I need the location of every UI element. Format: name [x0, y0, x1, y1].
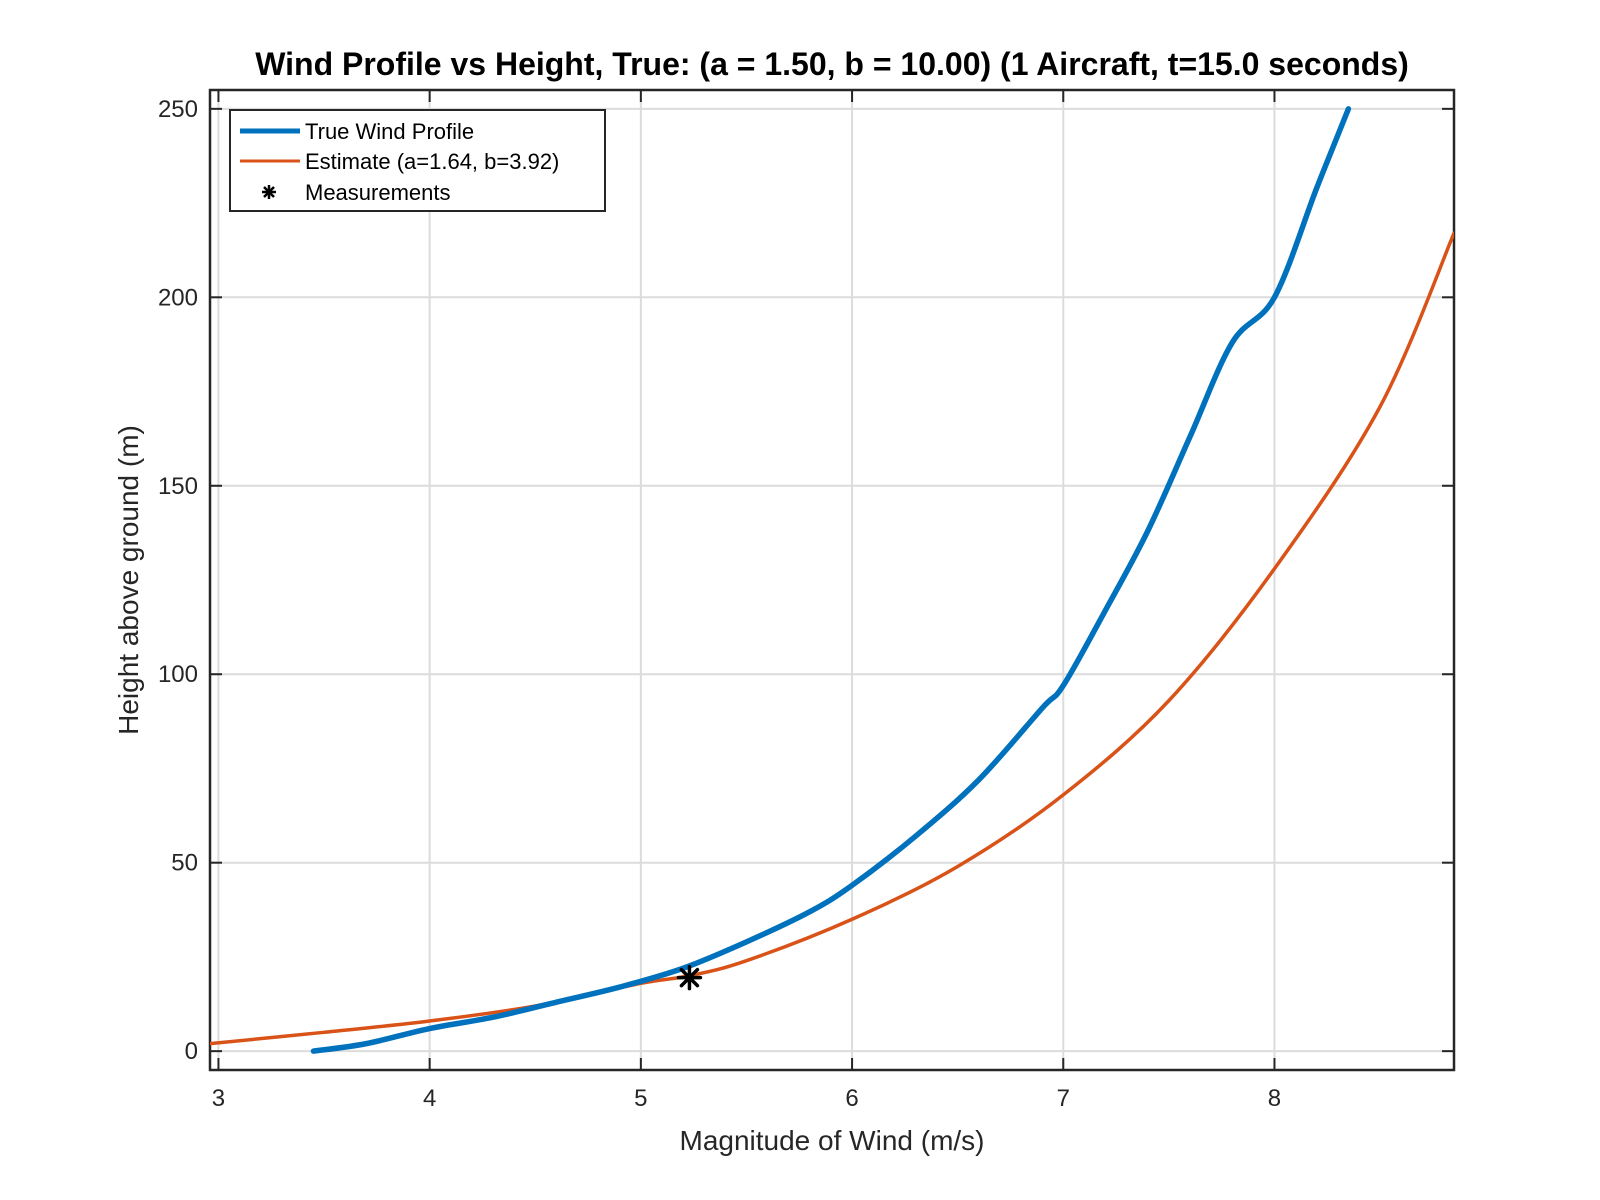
measurement-marker — [676, 964, 703, 991]
y-tick-label: 0 — [185, 1038, 198, 1065]
legend: True Wind Profile Estimate (a=1.64, b=3.… — [229, 109, 606, 212]
x-tick-label: 4 — [423, 1085, 436, 1112]
legend-label-estimate: Estimate (a=1.64, b=3.92) — [305, 149, 559, 174]
x-tick-label: 6 — [845, 1085, 858, 1112]
legend-swatch-measurements — [262, 185, 276, 199]
y-tick-label: 200 — [158, 284, 198, 311]
x-tick-label: 5 — [634, 1085, 647, 1112]
chart-title: Wind Profile vs Height, True: (a = 1.50,… — [255, 46, 1409, 82]
y-tick-label: 250 — [158, 96, 198, 123]
series-layer — [210, 106, 1454, 1054]
x-tick-label: 8 — [1268, 1085, 1281, 1112]
y-axis-label: Height above ground (m) — [113, 425, 144, 735]
legend-label-true-wind-profile: True Wind Profile — [305, 119, 474, 144]
x-tick-label: 3 — [212, 1085, 225, 1112]
series-true-wind-profile — [310, 106, 1352, 1054]
x-axis-label: Magnitude of Wind (m/s) — [680, 1125, 985, 1156]
measurement-marker-stroke-d2 — [679, 967, 700, 988]
grid-layer — [210, 90, 1454, 1070]
y-tick-label: 150 — [158, 473, 198, 500]
ticks-layer: 3 4 5 6 7 8 0 50 100 150 200 250 — [158, 90, 1454, 1112]
y-tick-label: 100 — [158, 661, 198, 688]
legend-label-measurements: Measurements — [305, 180, 451, 205]
x-tick-label: 7 — [1057, 1085, 1070, 1112]
plot-area-border — [208, 88, 1456, 1072]
y-tick-label: 50 — [171, 850, 198, 877]
series-estimate — [210, 231, 1454, 1046]
